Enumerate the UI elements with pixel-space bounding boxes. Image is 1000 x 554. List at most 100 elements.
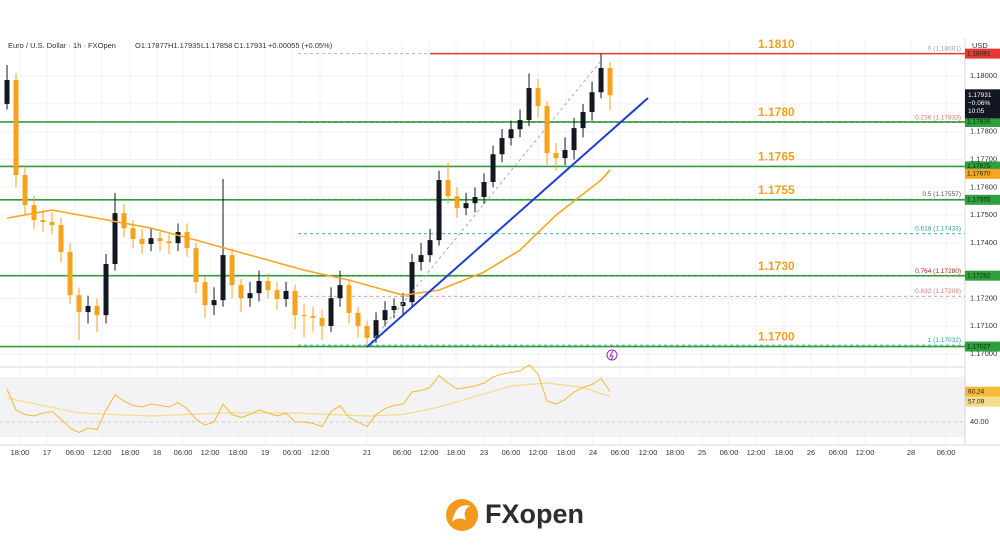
candle-body [535, 88, 541, 107]
x-tick-label: 12:00 [856, 448, 875, 457]
y-tick-label: 1.17800 [970, 127, 997, 136]
fib-connector [366, 61, 601, 348]
ohlc-text: O1.17877 [135, 41, 168, 50]
candle-body [247, 293, 253, 299]
candle-body [58, 225, 64, 253]
candle-body [193, 248, 199, 283]
x-tick-label: 17 [43, 448, 51, 457]
x-tick-label: 24 [589, 448, 597, 457]
candle-body [598, 68, 604, 93]
candle-body [4, 80, 10, 104]
level-tag-box [965, 270, 1000, 281]
grid [0, 40, 965, 445]
candle-body [130, 228, 136, 239]
candle-body [94, 305, 100, 316]
candle-body [391, 305, 397, 311]
candle-body [490, 154, 496, 183]
x-tick-label: 06:00 [66, 448, 85, 457]
level-label: 1.1780 [758, 105, 795, 119]
ma-tag: 1.17670 [967, 171, 991, 178]
candle-body [463, 203, 469, 209]
candle-body [409, 262, 415, 303]
candle-body [292, 290, 298, 316]
candle-body [373, 320, 379, 338]
candle-body [346, 285, 352, 313]
x-tick-label: 23 [480, 448, 488, 457]
candle-body [499, 138, 505, 155]
candle-body [229, 255, 235, 286]
candle-body [49, 222, 55, 226]
x-tick-label: 18:00 [666, 448, 685, 457]
candle-body [526, 88, 532, 121]
fib-label: 0.236 (1.17833) [915, 114, 961, 121]
event-bolt [609, 350, 614, 361]
logo: FXopen [446, 499, 584, 531]
candle-body [589, 92, 595, 112]
candle-body [22, 175, 28, 206]
level-tag-box [965, 161, 1000, 172]
candle-body [103, 264, 109, 316]
y-tick-label: 1.17600 [970, 182, 997, 191]
candle-body [562, 150, 568, 159]
level-tag-box [965, 341, 1000, 352]
level-tag: 1.17027 [967, 343, 991, 350]
candle-body [238, 285, 244, 299]
y-tick-label: 1.18000 [970, 71, 997, 80]
x-tick-label: 12:00 [529, 448, 548, 457]
level-tag: 1.17675 [967, 163, 991, 170]
fib-label: 1 (1.17032) [928, 337, 961, 344]
x-tick-label: 19 [261, 448, 269, 457]
level-tag: 1.17282 [967, 272, 991, 279]
y-tick-label: 1.17100 [970, 321, 997, 330]
candle-body [481, 182, 487, 198]
logo-dragon [452, 505, 470, 522]
countdown: 10:05 [968, 108, 985, 115]
candle-body [166, 241, 172, 244]
x-tick-label: 18:00 [447, 448, 466, 457]
candle-body [175, 232, 181, 244]
ma-tag-box [965, 168, 1000, 179]
x-tick-label: 12:00 [201, 448, 220, 457]
candle-body [148, 238, 154, 244]
y-tick-label: 1.17500 [970, 210, 997, 219]
x-tick-label: 18:00 [229, 448, 248, 457]
candle-body [202, 282, 208, 306]
x-tick-label: 06:00 [937, 448, 956, 457]
level-label: 1.1765 [758, 150, 795, 164]
rsi-tag: 57.09 [968, 398, 985, 405]
x-tick-label: 18:00 [11, 448, 30, 457]
x-tick-label: 12:00 [311, 448, 330, 457]
last-tag-box [965, 89, 1000, 119]
ohlc-text: H1.17935 [168, 41, 201, 50]
x-tick-label: 06:00 [283, 448, 302, 457]
candle-body [454, 196, 460, 209]
candle-body [517, 120, 523, 130]
x-tick-label: 12:00 [747, 448, 766, 457]
level-tag: 1.17835 [967, 119, 991, 126]
candle-body [67, 252, 73, 296]
x-tick-label: 18:00 [557, 448, 576, 457]
fib-label: 0.618 (1.17433) [915, 225, 961, 232]
candle-body [427, 240, 433, 256]
candle-body [607, 68, 613, 96]
x-tick-label: 12:00 [420, 448, 439, 457]
candle-body [301, 315, 307, 317]
candle-body [265, 280, 271, 291]
y-tick-label: 1.17400 [970, 238, 997, 247]
candle-body [40, 220, 46, 223]
ohlc-text: L1.17858 [201, 41, 232, 50]
candle-body [472, 197, 478, 204]
fib-label: 0 (1.18081) [928, 45, 961, 52]
candle-body [544, 106, 550, 154]
x-tick-label: 06:00 [174, 448, 193, 457]
currency: USD [972, 41, 988, 50]
level-label: 1.1810 [758, 37, 795, 51]
rsi-tick-label: 40.00 [970, 417, 989, 426]
candle-body [220, 255, 226, 301]
x-tick-label: 26 [807, 448, 815, 457]
last-change: −0.06% [968, 100, 990, 107]
event-icon[interactable] [606, 349, 618, 361]
candle-body [157, 238, 163, 242]
x-tick-label: 12:00 [639, 448, 658, 457]
